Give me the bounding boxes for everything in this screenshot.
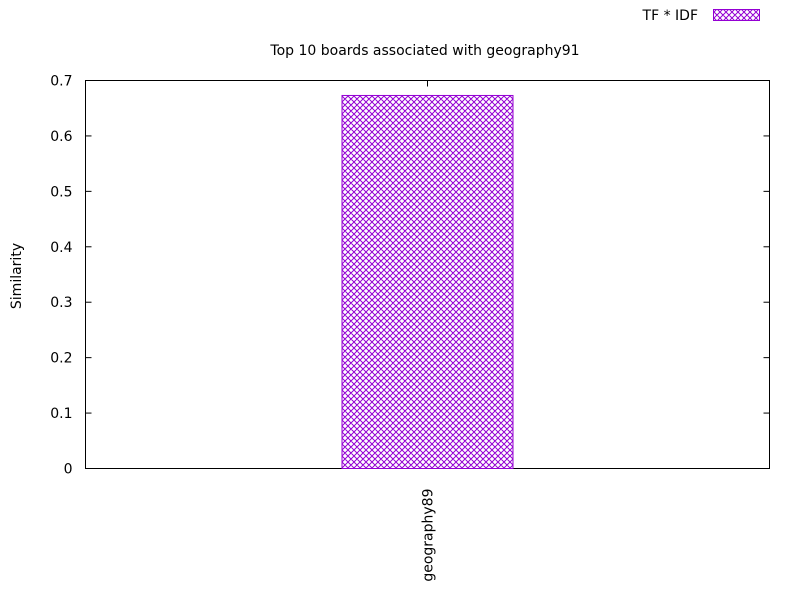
y-tick-label: 0 — [64, 462, 73, 478]
y-tick-label: 0.2 — [50, 351, 72, 367]
legend-label: TF * IDF — [642, 8, 698, 24]
y-tick-label: 0.1 — [50, 406, 72, 422]
y-tick-label: 0.7 — [50, 74, 72, 90]
x-axis-ticks: geography89 — [421, 80, 437, 582]
y-tick-label: 0.3 — [50, 295, 72, 311]
y-tick-label: 0.6 — [50, 129, 72, 145]
y-tick-label: 0.5 — [50, 184, 72, 200]
legend-swatch — [713, 9, 760, 21]
bars-group — [341, 94, 514, 469]
chart-title: Top 10 boards associated with geography9… — [269, 43, 579, 59]
x-tick-label: geography89 — [421, 489, 437, 582]
y-tick-label: 0.4 — [50, 240, 72, 256]
y-axis-label: Similarity — [9, 243, 25, 309]
y-axis-ticks: 0 0.1 0.2 0.3 0.4 0.5 0.6 0.7 — [50, 74, 770, 478]
legend: TF * IDF — [642, 8, 760, 24]
bar-geography89 — [341, 94, 514, 469]
